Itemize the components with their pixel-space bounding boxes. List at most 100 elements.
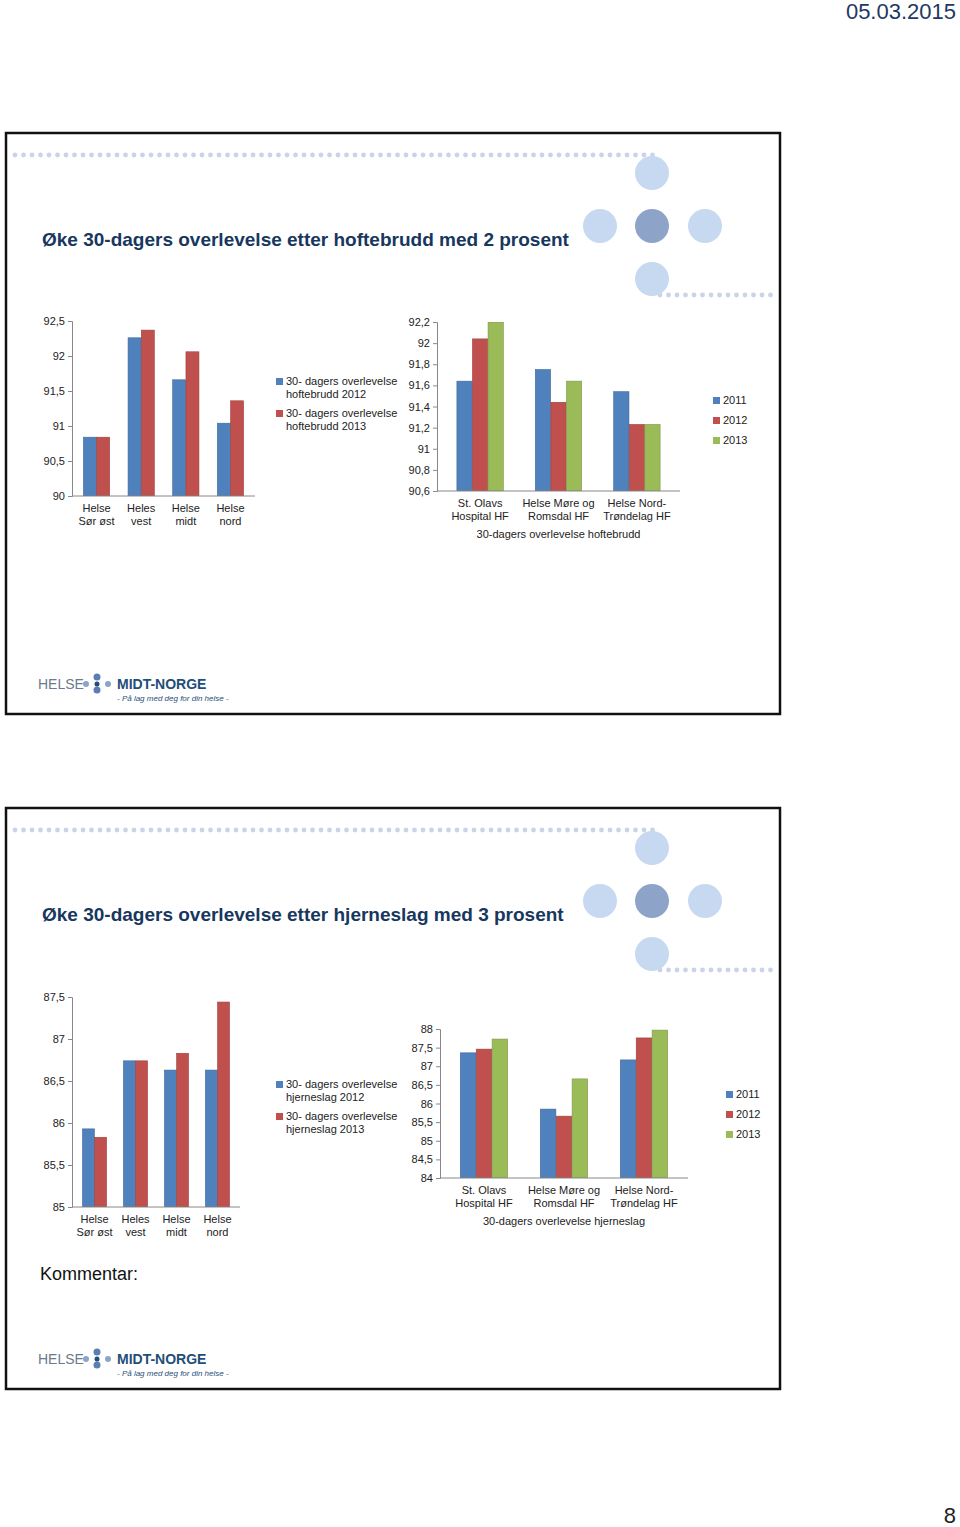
dot bbox=[446, 828, 451, 833]
dot bbox=[115, 153, 120, 158]
dot bbox=[106, 828, 111, 833]
tick-mark bbox=[433, 322, 437, 323]
page-number: 8 bbox=[944, 1503, 956, 1527]
tick-label: 91 bbox=[418, 443, 430, 455]
dot bbox=[378, 153, 383, 158]
bar bbox=[476, 1049, 492, 1178]
tick-mark bbox=[433, 364, 437, 365]
dot bbox=[302, 828, 307, 833]
tick-mark bbox=[436, 1066, 440, 1067]
tick: 92,2 bbox=[409, 316, 437, 328]
dot bbox=[89, 153, 94, 158]
comment: Kommentar: bbox=[40, 1264, 138, 1284]
dot bbox=[395, 828, 400, 833]
category-label: Helse Møre ogRomsdal HF bbox=[528, 1184, 600, 1209]
dot bbox=[717, 293, 722, 298]
bar bbox=[128, 338, 141, 496]
tick: 91,2 bbox=[409, 422, 437, 434]
dot bbox=[751, 968, 756, 973]
legend: 201120122013 bbox=[726, 1088, 760, 1140]
chart: 9090,59191,59292,5HelseSør østHelesvestH… bbox=[44, 315, 398, 527]
dot bbox=[225, 828, 230, 833]
dot bbox=[709, 968, 714, 973]
tick-mark bbox=[68, 1165, 72, 1166]
tick-label: 91 bbox=[53, 420, 65, 432]
tick: 87 bbox=[53, 1033, 72, 1045]
dot bbox=[13, 828, 18, 833]
dot bbox=[608, 828, 613, 833]
dot bbox=[591, 153, 596, 158]
tick: 87 bbox=[421, 1060, 440, 1072]
dot bbox=[506, 153, 511, 158]
deco-circle bbox=[635, 831, 669, 865]
dot bbox=[251, 153, 256, 158]
dot bbox=[565, 828, 570, 833]
logo-dot bbox=[94, 674, 101, 681]
slide-title: Øke 30-dagers overlevelse etter hjernesl… bbox=[42, 904, 564, 925]
slide-frame bbox=[6, 133, 780, 714]
chart: 8585,58686,58787,5HelseSør østHelesvestH… bbox=[44, 991, 398, 1238]
dot bbox=[438, 828, 443, 833]
tick-mark bbox=[433, 343, 437, 344]
tick-label: 86 bbox=[53, 1117, 65, 1129]
dot bbox=[455, 828, 460, 833]
dot bbox=[625, 153, 630, 158]
legend-label: 2012 bbox=[723, 414, 747, 426]
dot bbox=[463, 153, 468, 158]
dot bbox=[387, 153, 392, 158]
dot bbox=[140, 828, 145, 833]
tick-label: 84 bbox=[421, 1172, 433, 1184]
date: 05.03.2015 bbox=[846, 0, 956, 24]
dot bbox=[310, 153, 315, 158]
tick: 84,5 bbox=[412, 1153, 440, 1165]
dot bbox=[361, 153, 366, 158]
dot bbox=[208, 153, 213, 158]
bar bbox=[173, 380, 186, 496]
legend-swatch bbox=[713, 417, 720, 424]
bar bbox=[566, 381, 581, 491]
tick: 88 bbox=[421, 1023, 440, 1035]
deco-circle bbox=[635, 884, 669, 918]
dot bbox=[81, 153, 86, 158]
dot bbox=[276, 153, 281, 158]
tick: 85 bbox=[53, 1201, 72, 1213]
tick-label: 86 bbox=[421, 1098, 433, 1110]
dot bbox=[599, 828, 604, 833]
logo-dot bbox=[94, 1349, 101, 1356]
dot bbox=[734, 293, 739, 298]
tick-label: 91,2 bbox=[409, 422, 430, 434]
dot bbox=[268, 153, 273, 158]
tick-mark bbox=[436, 1141, 440, 1142]
tick-mark bbox=[68, 356, 72, 357]
bar bbox=[457, 381, 472, 491]
tick-mark bbox=[68, 1081, 72, 1082]
bar bbox=[218, 1002, 230, 1207]
deco-circle bbox=[635, 156, 669, 190]
dot bbox=[599, 153, 604, 158]
tick: 92 bbox=[53, 350, 72, 362]
tick-label: 84,5 bbox=[412, 1153, 433, 1165]
dot bbox=[642, 153, 647, 158]
bars bbox=[82, 1002, 229, 1207]
category-label: Helesvest bbox=[127, 502, 156, 527]
y-axis: 8484,58585,58686,58787,588 bbox=[412, 1023, 441, 1184]
dot bbox=[429, 828, 434, 833]
bar bbox=[83, 437, 96, 496]
dot bbox=[683, 293, 688, 298]
legend-swatch bbox=[713, 397, 720, 404]
deco-circle bbox=[688, 209, 722, 243]
logo-dot bbox=[94, 1362, 101, 1369]
dot bbox=[582, 828, 587, 833]
tick-mark bbox=[68, 1123, 72, 1124]
slide: Øke 30-dagers overlevelse etter hoftebru… bbox=[6, 133, 780, 714]
dot bbox=[523, 828, 528, 833]
dot bbox=[480, 153, 485, 158]
dot bbox=[751, 293, 756, 298]
bar bbox=[460, 1053, 476, 1178]
tick-mark bbox=[436, 1178, 440, 1179]
dot bbox=[217, 828, 222, 833]
dot bbox=[548, 828, 553, 833]
y-axis: 90,690,89191,291,491,691,89292,2 bbox=[409, 316, 438, 497]
dot bbox=[574, 153, 579, 158]
tick-mark bbox=[68, 496, 72, 497]
